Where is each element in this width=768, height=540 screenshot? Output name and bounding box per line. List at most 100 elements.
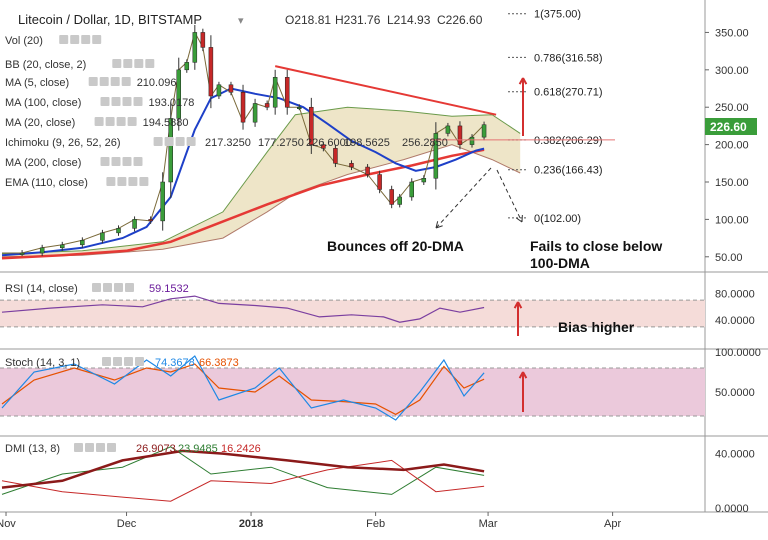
legend-control-icon bbox=[111, 97, 121, 106]
legend-control-icon bbox=[106, 177, 116, 186]
ohlc-low: L214.93 bbox=[387, 13, 431, 27]
stoch-panel bbox=[1, 355, 485, 421]
arrow-up-main-head bbox=[518, 77, 528, 85]
legend-control-icon bbox=[123, 59, 133, 68]
candle-body bbox=[148, 219, 153, 222]
legend-control-icon bbox=[88, 77, 98, 86]
trendline bbox=[274, 65, 497, 116]
legend-label: Vol (20) bbox=[5, 35, 43, 47]
annotation-fails-line2: 100-DMA bbox=[530, 255, 590, 271]
candle-body bbox=[272, 77, 278, 108]
stoch-d-line bbox=[1, 363, 485, 416]
candle-body bbox=[176, 69, 182, 119]
legend-control-icon bbox=[100, 97, 110, 106]
legend-control-icon bbox=[122, 97, 132, 106]
dmi-tick-label: 40.0000 bbox=[715, 449, 755, 461]
stoch-label: Stoch (14, 3, 1) bbox=[5, 357, 80, 369]
annotation-bias: Bias higher bbox=[558, 319, 635, 335]
legend-control-icon bbox=[81, 35, 91, 44]
panel-control-icon bbox=[74, 443, 83, 452]
legend-label: MA (20, close) bbox=[5, 117, 75, 129]
panel-control-icon bbox=[135, 357, 144, 366]
legend-control-icon bbox=[110, 77, 120, 86]
rsi-value: 59.1532 bbox=[149, 283, 189, 295]
fib-label: 1(375.00) bbox=[534, 9, 581, 21]
legend-control-icon bbox=[128, 177, 138, 186]
candle-body bbox=[60, 244, 65, 249]
dmi-label: DMI (13, 8) bbox=[5, 443, 60, 455]
x-tick-label: Apr bbox=[604, 518, 621, 530]
dmi-tick-label: 0.0000 bbox=[715, 503, 749, 515]
panel-control-icon bbox=[107, 443, 116, 452]
fib-label: 0(102.00) bbox=[534, 213, 581, 225]
dmi-minus-line bbox=[1, 459, 485, 502]
candle-body bbox=[421, 178, 427, 183]
fib-levels: 1(375.00) 0.786(316.58) 0.618(270.71) 0.382… bbox=[430, 9, 615, 225]
candle-body bbox=[240, 92, 246, 123]
legend-value: 256.2850 bbox=[402, 137, 448, 149]
candle-body bbox=[19, 252, 25, 255]
candle-body bbox=[457, 125, 463, 145]
candle-body bbox=[39, 247, 45, 254]
legend-value: 198.5625 bbox=[344, 137, 390, 149]
candle-body bbox=[192, 32, 198, 63]
panel-control-icon bbox=[113, 357, 122, 366]
legend-label: BB (20, close, 2) bbox=[5, 59, 86, 71]
rsi-panel bbox=[1, 295, 485, 323]
rsi-tick-label: 40.0000 bbox=[715, 315, 755, 327]
y-tick-label: 300.00 bbox=[715, 65, 749, 77]
annotation-bounce: Bounces off 20-DMA bbox=[327, 238, 464, 254]
header-ohlc: O218.81 H231.76 L214.93 C226.60 bbox=[285, 13, 483, 27]
fib-label: 0.786(316.58) bbox=[534, 52, 603, 64]
legend-control-icon bbox=[111, 157, 121, 166]
annotation-fails-line1: Fails to close below bbox=[530, 238, 662, 254]
header-dropdown-icon[interactable]: ▾ bbox=[238, 15, 244, 27]
x-tick-label: Dec bbox=[117, 518, 137, 530]
ohlc-high: H231.76 bbox=[335, 13, 381, 27]
candle-body bbox=[333, 148, 338, 164]
legend-control-icon bbox=[122, 157, 132, 166]
legend-value: 210.096 bbox=[137, 77, 177, 89]
legend-control-icon bbox=[145, 59, 155, 68]
dmi-adx-line bbox=[1, 449, 485, 489]
ma20-line bbox=[1, 87, 485, 257]
fib-label: 0.382(206.29) bbox=[534, 135, 603, 147]
ichimoku-cloud-fill bbox=[2, 107, 521, 257]
x-tick-label: Nov bbox=[0, 518, 16, 530]
arrow-fails bbox=[496, 169, 523, 223]
last-price-badge bbox=[705, 118, 757, 135]
rsi-tick-label: 80.0000 bbox=[715, 288, 755, 300]
dmi-plus-value: 23.9485 bbox=[178, 443, 218, 455]
candle-body bbox=[252, 103, 258, 123]
legend-control-icon bbox=[133, 157, 143, 166]
candle-body bbox=[132, 219, 137, 229]
y-tick-label: 250.00 bbox=[715, 102, 749, 114]
panel-control-icon bbox=[114, 283, 123, 292]
annotation-arrows bbox=[435, 77, 528, 412]
chart-grid bbox=[0, 0, 768, 513]
candle-body bbox=[80, 240, 85, 246]
y-tick-label: 150.00 bbox=[715, 177, 749, 189]
legend-value: 177.2750 bbox=[258, 137, 304, 149]
chart-title: Litecoin / Dollar, 1D, BITSTAMP bbox=[18, 12, 202, 27]
candle-body bbox=[365, 166, 370, 175]
rsi-line bbox=[1, 295, 485, 323]
dmi-panel bbox=[1, 446, 485, 502]
stoch-k-line bbox=[1, 355, 485, 421]
candle-body bbox=[409, 181, 414, 198]
legend-value: 194.5880 bbox=[143, 117, 189, 129]
candle-body bbox=[469, 136, 475, 145]
dmi-minus-value: 16.2426 bbox=[221, 443, 261, 455]
candle-body bbox=[168, 118, 173, 183]
panel-control-icon bbox=[124, 357, 133, 366]
candle-body bbox=[160, 181, 165, 222]
legend-label: EMA (110, close) bbox=[5, 177, 88, 189]
dmi-adx-value: 26.9073 bbox=[136, 443, 176, 455]
legend-control-icon bbox=[112, 59, 122, 68]
legend-control-icon bbox=[99, 77, 109, 86]
y-tick-label: 200.00 bbox=[715, 140, 749, 152]
legend-label: Ichimoku (9, 26, 52, 26) bbox=[5, 137, 121, 149]
candle-body bbox=[377, 174, 382, 190]
panel-control-icon bbox=[125, 283, 134, 292]
